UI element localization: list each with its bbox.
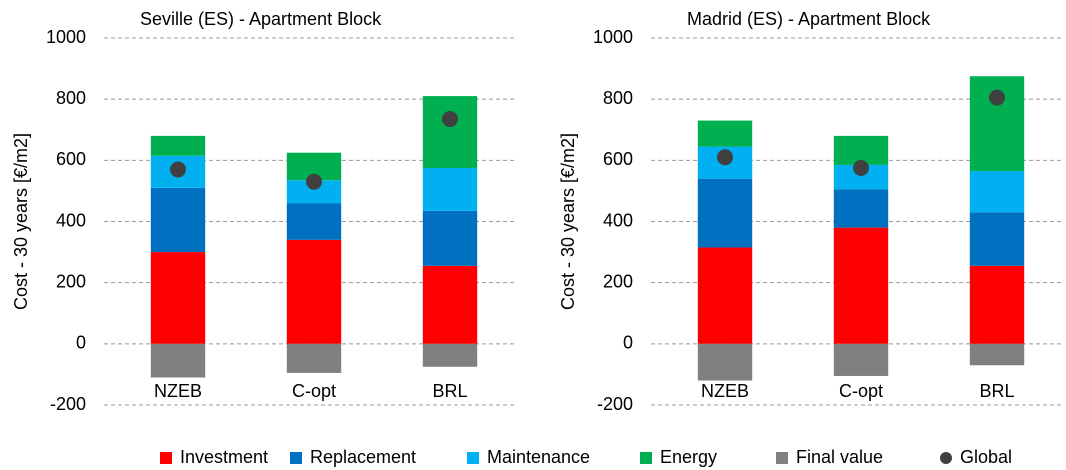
bar-segment xyxy=(697,343,753,381)
y-tick-label: 400 xyxy=(603,210,633,230)
legend-marker xyxy=(776,452,788,464)
y-tick-label: 0 xyxy=(76,333,86,353)
x-tick-label: NZEB xyxy=(701,381,749,401)
y-axis-title: Cost - 30 years [€/m2] xyxy=(558,133,578,310)
y-tick-label: -200 xyxy=(50,394,86,414)
global-dot xyxy=(306,173,322,190)
legend-label: Maintenance xyxy=(487,447,590,467)
y-axis-title: Cost - 30 years [€/m2] xyxy=(11,133,31,310)
global-dot xyxy=(989,89,1005,106)
y-tick-label: 400 xyxy=(56,210,86,230)
bar-segment xyxy=(286,239,342,344)
bar-segment xyxy=(422,343,478,367)
bar-segment xyxy=(697,120,753,147)
legend-label: Final value xyxy=(796,447,883,467)
x-tick-label: BRL xyxy=(432,381,467,401)
global-dot xyxy=(853,159,869,176)
x-tick-label: NZEB xyxy=(154,381,202,401)
bar-segment xyxy=(969,265,1025,344)
bar-segment xyxy=(969,171,1025,213)
global-dot xyxy=(717,149,733,166)
bar-segment xyxy=(422,167,478,211)
y-tick-label: -200 xyxy=(597,394,633,414)
legend-marker xyxy=(940,452,952,464)
legend-label: Global xyxy=(960,447,1012,467)
legend-marker xyxy=(467,452,479,464)
chart-title: Madrid (ES) - Apartment Block xyxy=(687,9,931,29)
legend-label: Energy xyxy=(660,447,717,467)
bar-segment xyxy=(833,227,889,344)
y-tick-label: 600 xyxy=(603,149,633,169)
bar-segment xyxy=(969,343,1025,366)
bar-segment xyxy=(286,180,342,204)
y-tick-label: 800 xyxy=(603,88,633,108)
legend-marker xyxy=(640,452,652,464)
legend-label: Replacement xyxy=(310,447,416,467)
y-tick-label: 0 xyxy=(623,333,633,353)
y-tick-label: 1000 xyxy=(46,27,86,47)
bar-segment xyxy=(422,210,478,266)
bar-segment xyxy=(969,212,1025,266)
bar-segment xyxy=(286,343,342,373)
chart-title: Seville (ES) - Apartment Block xyxy=(140,9,382,29)
x-tick-label: C-opt xyxy=(292,381,336,401)
bar-segment xyxy=(150,343,206,378)
bar-segment xyxy=(150,135,206,156)
bar-segment xyxy=(150,187,206,253)
bar-segment xyxy=(286,203,342,240)
global-dot xyxy=(442,111,458,128)
y-tick-label: 600 xyxy=(56,149,86,169)
y-tick-label: 200 xyxy=(603,271,633,291)
bar-segment xyxy=(150,252,206,344)
x-tick-label: C-opt xyxy=(839,381,883,401)
bar-segment xyxy=(697,178,753,248)
y-tick-label: 1000 xyxy=(593,27,633,47)
legend-marker xyxy=(290,452,302,464)
bar-segment xyxy=(422,265,478,344)
global-dot xyxy=(170,161,186,178)
legend-marker xyxy=(160,452,172,464)
y-tick-label: 800 xyxy=(56,88,86,108)
bar-segment xyxy=(833,189,889,228)
bar-segment xyxy=(833,343,889,376)
y-tick-label: 200 xyxy=(56,271,86,291)
bar-segment xyxy=(422,96,478,168)
bar-segment xyxy=(697,247,753,344)
x-tick-label: BRL xyxy=(979,381,1014,401)
legend-label: Investment xyxy=(180,447,268,467)
